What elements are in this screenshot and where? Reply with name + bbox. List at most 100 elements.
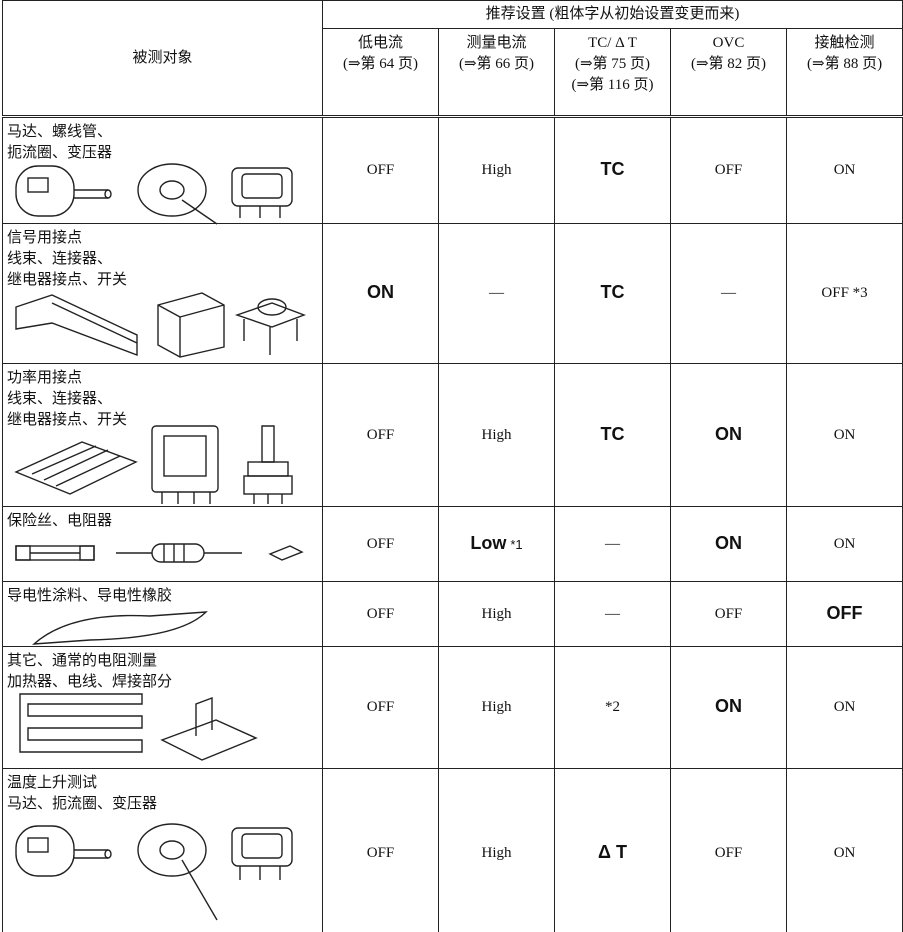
column-header: 测量电流 (⇒第 66 页) bbox=[438, 28, 555, 118]
setting-cell: OFF bbox=[670, 116, 787, 224]
header-group: 推荐设置 (粗体字从初始设置变更而来) bbox=[321, 0, 903, 29]
illustration-sheet bbox=[31, 611, 208, 645]
illustration-fuse-resistor-chip bbox=[15, 543, 304, 563]
setting-value: Δ T bbox=[598, 842, 627, 862]
setting-value: High bbox=[481, 699, 512, 715]
setting-cell: OFF bbox=[322, 363, 439, 507]
column-header-line: 测量电流 bbox=[466, 35, 527, 51]
column-header-line: (⇒第 82 页) bbox=[690, 56, 767, 72]
column-header: 低电流 (⇒第 64 页) bbox=[322, 28, 439, 118]
setting-cell: TC bbox=[554, 223, 671, 364]
object-cell: 导电性涂料、导电性橡胶 bbox=[2, 581, 323, 647]
setting-value: TC bbox=[600, 159, 625, 179]
object-line: 线束、连接器、 bbox=[7, 391, 113, 407]
table-row: 导电性涂料、导电性橡胶 OFF High — OFF OFF bbox=[2, 581, 903, 647]
column-header-line: OVC bbox=[712, 35, 745, 51]
object-line: 保险丝、电阻器 bbox=[7, 513, 113, 529]
object-line: 马达、扼流圈、变压器 bbox=[7, 796, 158, 812]
setting-value: — bbox=[605, 535, 620, 552]
setting-cell: ON bbox=[785, 506, 903, 582]
setting-cell: ON bbox=[785, 116, 903, 224]
header-row: 被测对象 推荐设置 (粗体字从初始设置变更而来) bbox=[2, 0, 903, 118]
column-header: OVC (⇒第 82 页) bbox=[670, 28, 787, 118]
setting-value: OFF bbox=[366, 699, 395, 715]
setting-cell: ON bbox=[785, 646, 903, 769]
column-header-line: 低电流 bbox=[357, 35, 403, 51]
setting-value: OFF bbox=[366, 426, 395, 443]
setting-value: ON bbox=[833, 699, 856, 715]
illustration-heater-weld bbox=[19, 693, 258, 761]
table-row: 温度上升测试马达、扼流圈、变压器 OFF High Δ T OFF ON bbox=[2, 768, 903, 932]
setting-value: OFF bbox=[366, 605, 395, 622]
object-line: 线束、连接器、 bbox=[7, 251, 113, 267]
column-header-line: (⇒第 75 页) bbox=[574, 56, 651, 72]
illustration-ribbon-relay-switch bbox=[15, 292, 306, 358]
setting-cell: High bbox=[438, 363, 555, 507]
setting-cell: *2 bbox=[554, 646, 671, 769]
setting-cell: — bbox=[670, 223, 787, 364]
setting-cell: OFF bbox=[670, 768, 787, 932]
setting-value: ON bbox=[833, 426, 856, 443]
setting-value: ON bbox=[715, 423, 742, 444]
object-line: 继电器接点、开关 bbox=[7, 412, 128, 428]
column-header-line: (⇒第 66 页) bbox=[458, 56, 535, 72]
header-object: 被测对象 bbox=[2, 0, 323, 118]
column-header-line: 接触检测 bbox=[814, 35, 875, 51]
setting-cell: — bbox=[554, 506, 671, 582]
setting-value: ON bbox=[833, 162, 856, 178]
setting-cell: High bbox=[438, 581, 555, 647]
object-line: 扼流圈、变压器 bbox=[7, 145, 113, 161]
setting-cell: OFF *3 bbox=[785, 223, 903, 364]
setting-cell: OFF bbox=[322, 768, 439, 932]
setting-cell: High bbox=[438, 116, 555, 224]
setting-cell: ON bbox=[785, 363, 903, 507]
object-line: 加热器、电线、焊接部分 bbox=[7, 674, 173, 690]
setting-value: — bbox=[721, 285, 736, 301]
setting-value: — bbox=[605, 605, 620, 622]
setting-cell: TC bbox=[554, 116, 671, 224]
header-row: 低电流 (⇒第 64 页) 测量电流 (⇒第 66 页) TC/ Δ T (⇒第 75 页… bbox=[3, 28, 903, 118]
object-line: 继电器接点、开关 bbox=[7, 272, 128, 288]
illustration-motor-coil-transformer bbox=[15, 823, 293, 921]
setting-cell: High bbox=[438, 646, 555, 769]
setting-value: ON bbox=[833, 535, 856, 552]
setting-value: Low bbox=[470, 532, 507, 553]
setting-value: OFF bbox=[826, 602, 863, 623]
setting-cell: High bbox=[438, 768, 555, 932]
setting-value: High bbox=[481, 426, 512, 443]
setting-cell: — bbox=[438, 223, 555, 364]
setting-value: OFF bbox=[714, 162, 743, 178]
object-cell: 功率用接点 线束、连接器、 继电器接点、开关 bbox=[2, 363, 323, 507]
illustration-cable-relay-toggle bbox=[14, 425, 293, 504]
setting-value: ON bbox=[715, 696, 742, 716]
setting-value: OFF bbox=[366, 535, 395, 552]
setting-cell: Low *1 bbox=[438, 506, 555, 582]
setting-cell: ON bbox=[670, 646, 787, 769]
setting-cell: OFF bbox=[785, 581, 903, 647]
setting-cell: ON bbox=[670, 506, 787, 582]
setting-value: — bbox=[489, 285, 504, 301]
setting-value: High bbox=[481, 845, 512, 861]
setting-cell: ON bbox=[322, 223, 439, 364]
setting-value: ON bbox=[715, 532, 742, 553]
column-header-line: TC/ Δ T bbox=[588, 35, 637, 51]
column-header: 接触检测 (⇒第 88 页) bbox=[785, 28, 903, 118]
setting-value: OFF bbox=[714, 605, 743, 622]
setting-cell: OFF bbox=[322, 116, 439, 224]
object-line: 马达、螺线管、 bbox=[7, 124, 113, 140]
object-line: 导电性涂料、导电性橡胶 bbox=[7, 588, 173, 604]
setting-value: TC bbox=[600, 423, 625, 444]
object-line: 温度上升测试 bbox=[7, 775, 98, 791]
setting-value: ON bbox=[367, 282, 394, 302]
object-line: 其它、通常的电阻测量 bbox=[7, 653, 158, 669]
setting-cell: OFF bbox=[670, 581, 787, 647]
setting-cell: OFF bbox=[322, 506, 439, 582]
setting-value: OFF bbox=[366, 162, 395, 178]
setting-value: OFF *3 bbox=[821, 285, 868, 301]
setting-value: OFF bbox=[714, 845, 743, 861]
setting-cell: ON bbox=[785, 768, 903, 932]
table-row: 其它、通常的电阻测量 加热器、电线、焊接部分 OFF High *2 ON ON bbox=[2, 646, 903, 769]
object-cell: 其它、通常的电阻测量 加热器、电线、焊接部分 bbox=[2, 646, 323, 769]
